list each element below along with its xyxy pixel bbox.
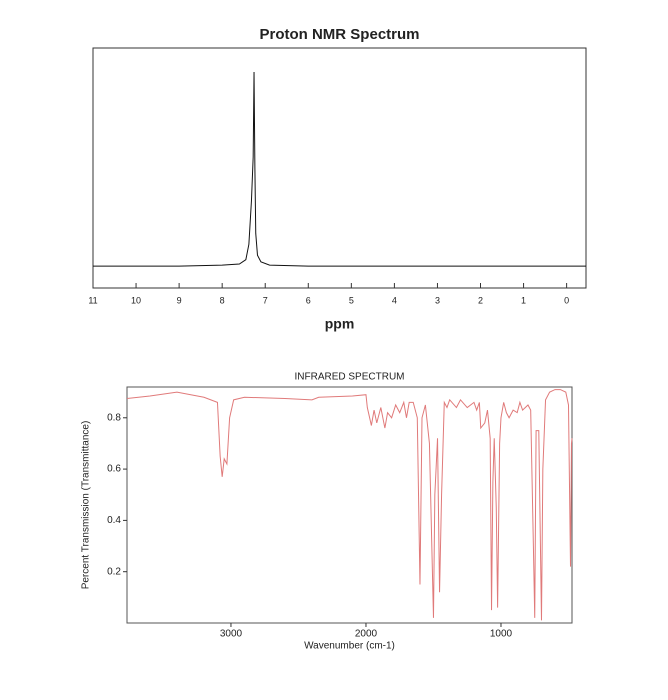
x-tick-label: 3 [435,295,440,305]
x-tick-label: 6 [306,295,311,305]
x-tick-label: 10 [131,295,141,305]
x-tick-label: 9 [177,295,182,305]
plot-frame [92,47,587,289]
x-axis-label: ppm [325,316,355,332]
x-tick-label: 2000 [355,629,378,640]
y-tick-label: 0.6 [107,464,121,475]
spectrum-line [93,71,586,267]
spectrum-line [126,389,573,621]
x-tick-label: 3000 [220,629,243,640]
x-axis-label: Wavenumber (cm-1) [304,641,395,652]
x-tick-label: 4 [392,295,397,305]
x-tick-label: 0 [564,295,569,305]
x-tick-label: 2 [478,295,483,305]
plot-frame [126,386,573,624]
x-tick-label: 8 [220,295,225,305]
y-tick-label: 0.2 [107,566,121,577]
x-tick-label: 1 [521,295,526,305]
x-tick-label: 5 [349,295,354,305]
x-tick-label: 1000 [490,629,513,640]
y-axis-label: Percent Transmission (Transmittance) [81,421,92,590]
chart-title: INFRARED SPECTRUM [294,372,404,383]
x-tick-label: 7 [263,295,268,305]
y-tick-label: 0.8 [107,412,121,423]
chart-title: Proton NMR Spectrum [259,26,419,43]
y-tick-label: 0.4 [107,515,121,526]
x-tick-label: 11 [88,295,97,305]
